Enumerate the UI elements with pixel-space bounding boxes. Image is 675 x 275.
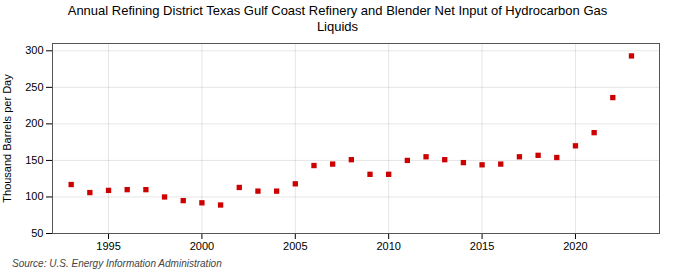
svg-text:1995: 1995 bbox=[96, 240, 120, 252]
svg-text:100: 100 bbox=[25, 190, 43, 202]
svg-text:50: 50 bbox=[31, 227, 43, 239]
html-text:Source: U.S. Energy Informatio: Source: U.S. Energy Information Administ… bbox=[12, 258, 222, 269]
svg-text:2010: 2010 bbox=[376, 240, 400, 252]
svg-text:Thousand Barrels per Day: Thousand Barrels per Day bbox=[1, 74, 13, 203]
svg-text:2005: 2005 bbox=[283, 240, 307, 252]
svg-text:250: 250 bbox=[25, 81, 43, 93]
svg-text:150: 150 bbox=[25, 154, 43, 166]
svg-text:2015: 2015 bbox=[470, 240, 494, 252]
svg-text:2020: 2020 bbox=[563, 240, 587, 252]
html-text:Annual Refining District Texas: Annual Refining District Texas Gulf Coas… bbox=[67, 3, 608, 34]
svg-text:2000: 2000 bbox=[190, 240, 214, 252]
svg-text:200: 200 bbox=[25, 117, 43, 129]
svg-text:300: 300 bbox=[25, 44, 43, 56]
